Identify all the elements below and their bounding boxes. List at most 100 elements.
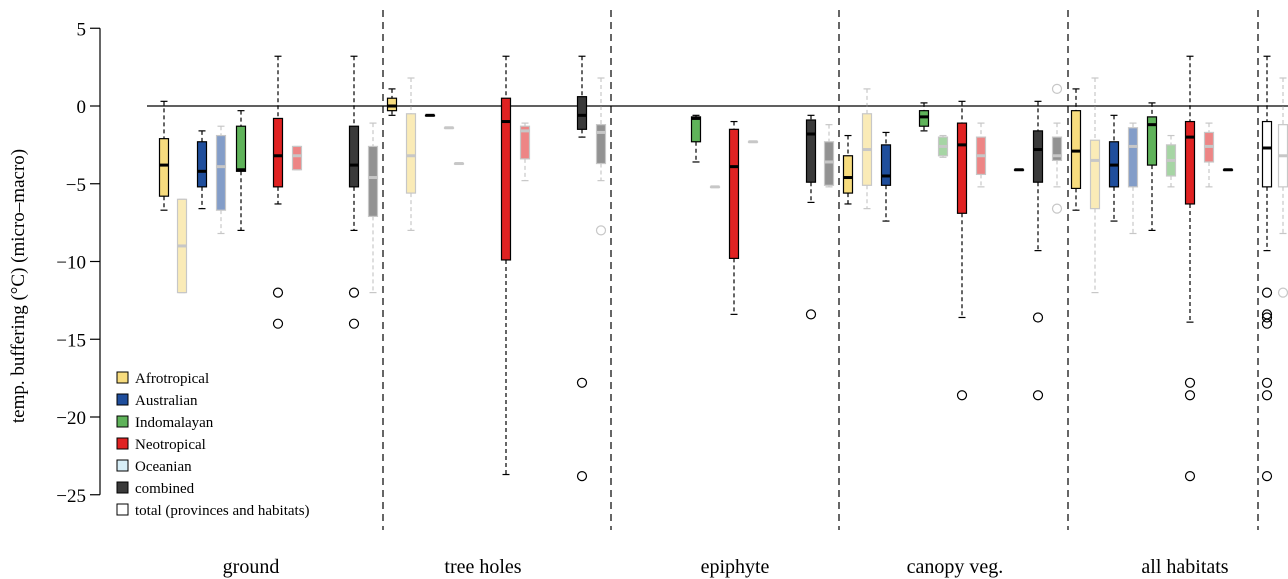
box-body [595,124,607,165]
box-37 [1108,114,1120,222]
outlier-point [1261,377,1273,388]
box-39 [1146,102,1158,231]
box-40 [1165,134,1177,188]
box-34 [1051,83,1063,214]
box-33 [1032,100,1044,401]
box-31 [975,122,987,188]
box-14 [453,162,465,166]
box-12 [424,113,436,117]
outlier-point [1184,470,1196,482]
box-body [272,117,284,188]
box-body [215,134,227,211]
box-body [235,125,247,172]
box-4 [215,125,227,235]
box-body [1032,130,1044,183]
legend-swatch [116,459,129,472]
box-27 [880,131,892,222]
box-8 [348,55,360,329]
box-26 [861,88,873,210]
box-36 [1089,77,1101,294]
box-21 [728,120,740,315]
legend-item: Australian [116,393,198,409]
legend-item: Oceanian [116,459,192,475]
group-label: canopy veg. [907,556,1004,578]
legend-item: Afrotropical [116,371,209,387]
box-10 [386,88,398,116]
outlier-point [1261,318,1273,329]
box-43 [1222,168,1234,172]
box-30 [956,100,968,401]
outlier-point [1032,312,1044,323]
box-body [1070,110,1082,190]
outlier-point [1261,287,1273,298]
y-tick-label: 5 [77,19,87,40]
box-body [500,97,512,261]
y-tick-label: −25 [56,486,86,507]
box-body [386,97,398,112]
box-1 [158,100,170,211]
legend-label: total (provinces and habitats) [135,503,310,519]
legend-label: Oceanian [135,459,192,475]
box-6 [272,55,284,329]
outlier-point [956,390,968,401]
reference-layer [147,10,1288,530]
legend-item: Indomalayan [116,415,214,431]
box-body [1127,127,1139,188]
box-32 [1013,168,1025,172]
legend-item: Neotropical [116,437,206,453]
legend-item: combined [116,481,195,497]
outlier-point [348,287,360,298]
group-label: ground [223,556,280,578]
outlier-point [595,225,607,236]
box-42 [1203,122,1215,188]
legend-item: total (provinces and habitats) [116,503,310,519]
y-axis: 5 0 −5 −10 −15 −20 −25 [56,19,101,507]
box-11 [405,77,417,231]
box-2 [176,198,188,294]
box-44 [1261,55,1273,482]
box-19 [690,114,702,163]
outlier-point [1051,203,1063,214]
box-24 [823,124,835,188]
outlier-point [1051,83,1063,94]
box-body [1051,136,1063,162]
box-29 [937,134,949,158]
outlier-point [272,318,284,329]
outlier-point [1261,470,1273,482]
outlier-point [576,470,588,482]
group-label: epiphyte [701,556,770,578]
box-body [880,144,892,186]
outlier-point [1184,377,1196,388]
box-20 [709,185,721,189]
box-15 [500,55,512,476]
box-body [405,113,417,194]
box-5 [235,110,247,231]
box-7 [291,145,303,171]
outlier-point [805,309,817,320]
outlier-point [1261,312,1273,323]
boxes-layer [158,55,1288,482]
y-axis-title: temp. buffering (°C) (micro–macro) [8,149,29,423]
box-23 [805,114,817,320]
box-41 [1184,55,1196,482]
box-body [1261,120,1273,188]
box-body [956,122,968,214]
legend-swatch [116,371,129,384]
box-body [367,145,379,218]
legend-label: Indomalayan [135,415,214,431]
box-45 [1277,77,1288,298]
group-label: all habitats [1141,556,1228,578]
box-17 [576,55,588,482]
box-body [690,116,702,143]
box-body [823,141,835,186]
outlier-point [576,377,588,388]
box-18 [595,77,607,236]
box-body [728,128,740,259]
legend-label: Australian [135,393,198,409]
box-35 [1070,88,1082,211]
box-body [348,125,360,188]
y-tick-label: −20 [56,408,86,429]
outlier-point [1184,390,1196,401]
legend-swatch [116,437,129,450]
